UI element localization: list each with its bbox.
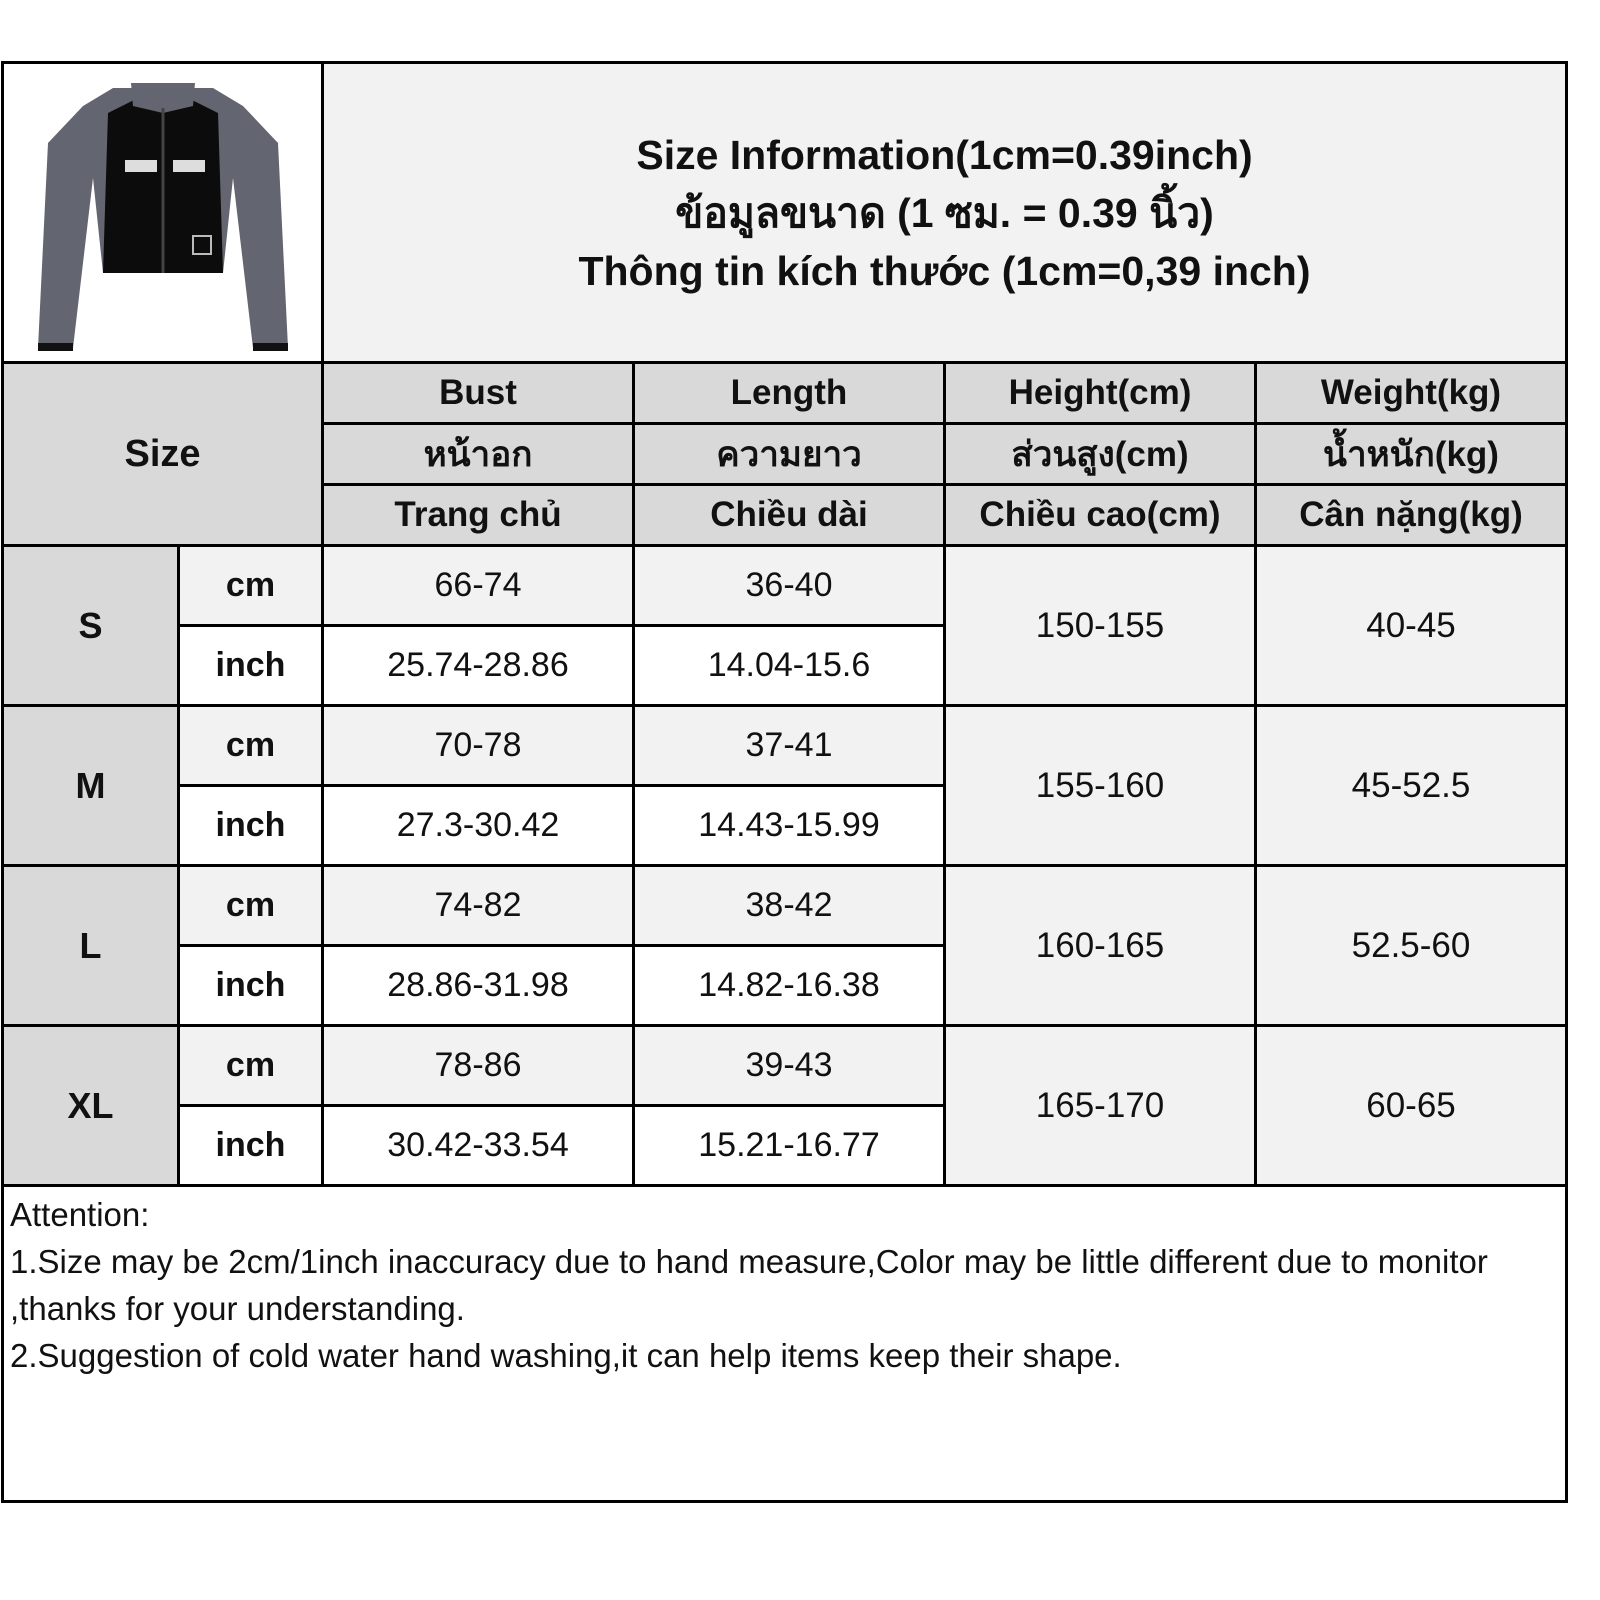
height-range: 155-160	[946, 707, 1254, 864]
weight-range: 60-65	[1257, 1027, 1565, 1184]
header-length-en: Length	[635, 364, 943, 422]
bust-inch: 27.3-30.42	[324, 787, 632, 864]
height-range: 150-155	[946, 547, 1254, 704]
size-chart-table: Size Information(1cm=0.39inch) ข้อมูลขนา…	[1, 61, 1568, 1503]
product-image	[4, 64, 321, 361]
height-range: 160-165	[946, 867, 1254, 1024]
header-height-en: Height(cm)	[946, 364, 1254, 422]
unit-inch: inch	[180, 1107, 321, 1184]
header-bust-en: Bust	[324, 364, 632, 422]
attention-note: 1.Size may be 2cm/1inch inaccuracy due t…	[10, 1243, 1498, 1327]
unit-inch: inch	[180, 627, 321, 704]
unit-inch: inch	[180, 787, 321, 864]
bust-cm: 70-78	[324, 707, 632, 784]
length-inch: 14.82-16.38	[635, 947, 943, 1024]
title-vietnamese: Thông tin kích thước (1cm=0,39 inch)	[578, 247, 1311, 294]
bust-inch: 25.74-28.86	[324, 627, 632, 704]
header-bust-vi: Trang chủ	[324, 486, 632, 544]
size-label: XL	[4, 1027, 177, 1184]
header-weight-en: Weight(kg)	[1257, 364, 1565, 422]
title-english: Size Information(1cm=0.39inch)	[636, 131, 1253, 178]
size-label: L	[4, 867, 177, 1024]
weight-range: 52.5-60	[1257, 867, 1565, 1024]
header-bust-th: หน้าอก	[324, 425, 632, 483]
weight-range: 45-52.5	[1257, 707, 1565, 864]
attention-notes: Attention: 1.Size may be 2cm/1inch inacc…	[4, 1187, 1565, 1500]
length-cm: 38-42	[635, 867, 943, 944]
unit-cm: cm	[180, 1027, 321, 1104]
unit-cm: cm	[180, 707, 321, 784]
weight-range: 40-45	[1257, 547, 1565, 704]
header-weight-th: น้ำหนัก(kg)	[1257, 425, 1565, 483]
bust-cm: 74-82	[324, 867, 632, 944]
height-range: 165-170	[946, 1027, 1254, 1184]
length-cm: 37-41	[635, 707, 943, 784]
size-header: Size	[4, 364, 321, 544]
header-height-vi: Chiều cao(cm)	[946, 486, 1254, 544]
length-cm: 39-43	[635, 1027, 943, 1104]
length-cm: 36-40	[635, 547, 943, 624]
length-inch: 14.04-15.6	[635, 627, 943, 704]
title-thai: ข้อมูลขนาด (1 ซม. = 0.39 นิ้ว)	[675, 189, 1214, 236]
header-length-th: ความยาว	[635, 425, 943, 483]
bust-cm: 66-74	[324, 547, 632, 624]
unit-cm: cm	[180, 547, 321, 624]
unit-cm: cm	[180, 867, 321, 944]
attention-note: 2.Suggestion of cold water hand washing,…	[10, 1337, 1122, 1374]
size-label: S	[4, 547, 177, 704]
chart-title: Size Information(1cm=0.39inch) ข้อมูลขนา…	[324, 64, 1565, 361]
bust-cm: 78-86	[324, 1027, 632, 1104]
bust-inch: 30.42-33.54	[324, 1107, 632, 1184]
header-length-vi: Chiều dài	[635, 486, 943, 544]
attention-heading: Attention:	[10, 1196, 150, 1233]
length-inch: 15.21-16.77	[635, 1107, 943, 1184]
header-height-th: ส่วนสูง(cm)	[946, 425, 1254, 483]
header-weight-vi: Cân nặng(kg)	[1257, 486, 1565, 544]
unit-inch: inch	[180, 947, 321, 1024]
bust-inch: 28.86-31.98	[324, 947, 632, 1024]
length-inch: 14.43-15.99	[635, 787, 943, 864]
jacket-illustration	[37, 82, 288, 351]
size-label: M	[4, 707, 177, 864]
